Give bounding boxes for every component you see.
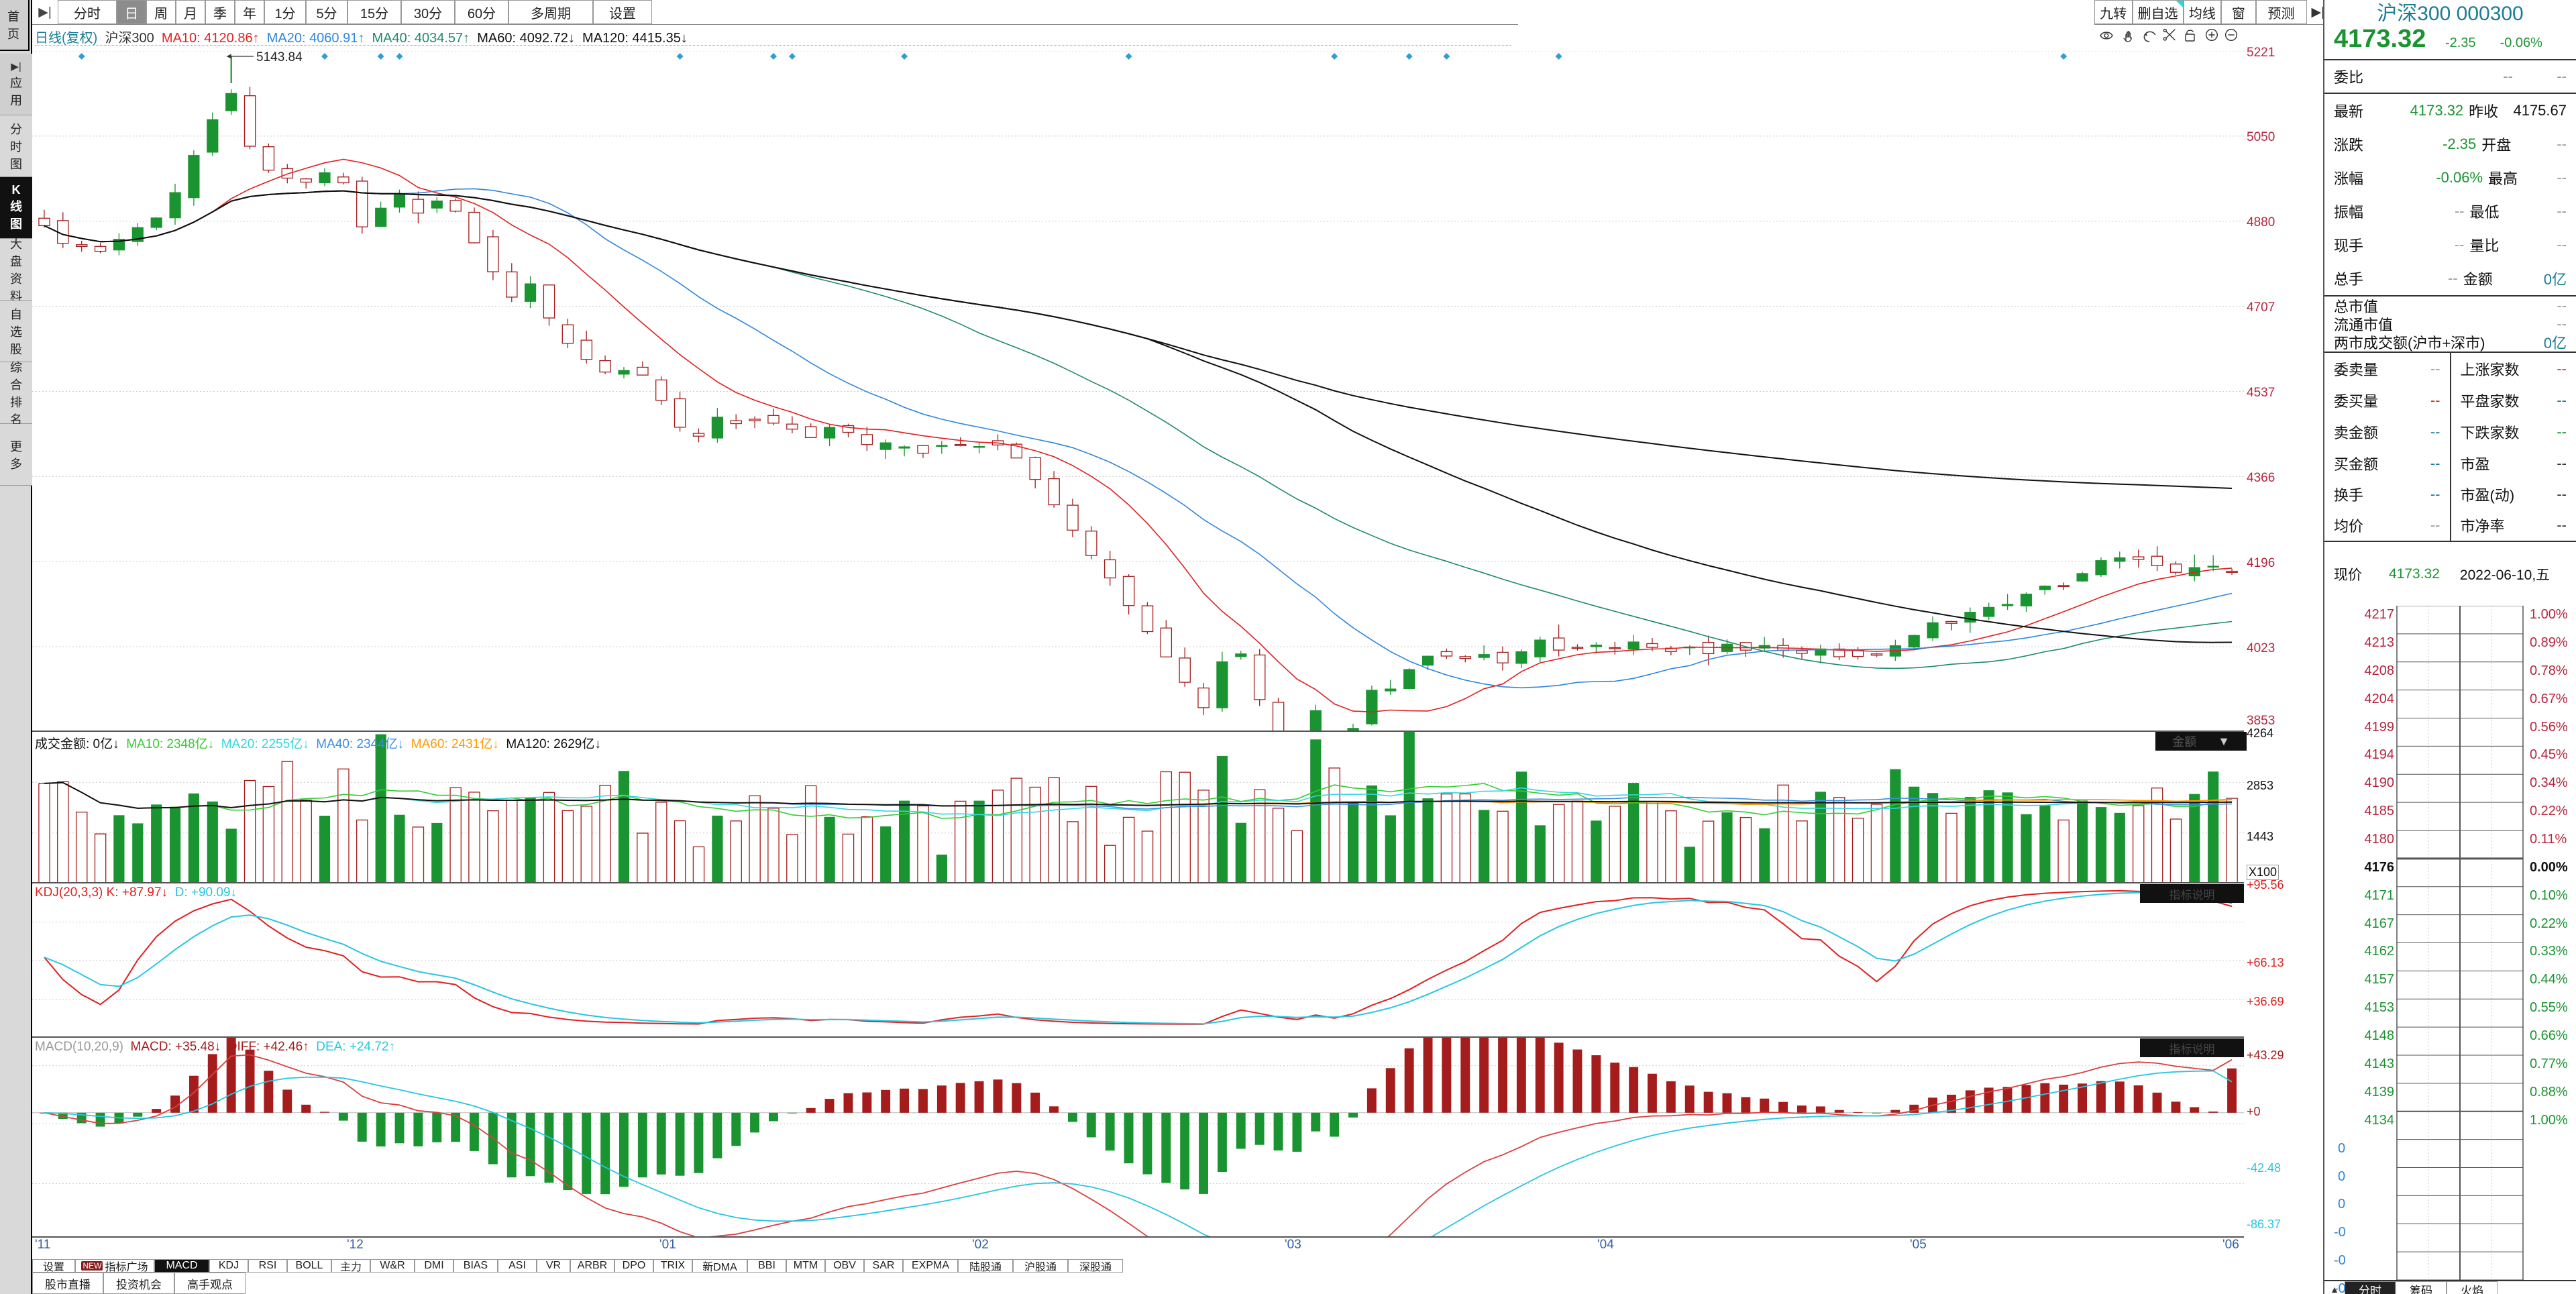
- svg-text:5143.84: 5143.84: [256, 51, 303, 64]
